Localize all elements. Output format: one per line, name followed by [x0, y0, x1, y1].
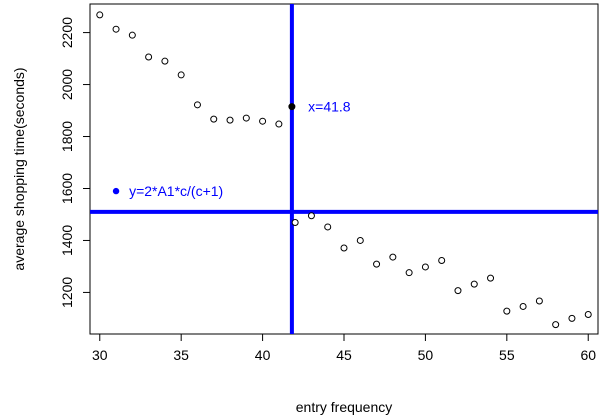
data-point — [324, 223, 332, 231]
plot-border — [89, 3, 599, 335]
data-point — [519, 302, 527, 310]
data-point — [128, 31, 136, 39]
data-point — [552, 321, 560, 329]
y-tick-label: 1800 — [59, 121, 75, 152]
data-point — [259, 117, 267, 125]
vline-label: x=41.8 — [308, 99, 351, 115]
data-point — [291, 219, 299, 227]
data-point — [210, 115, 218, 123]
x-tick-label: 60 — [580, 347, 596, 363]
data-point — [568, 314, 576, 322]
data-point — [405, 269, 413, 277]
x-tick-label: 40 — [255, 347, 271, 363]
y-tick-label: 1400 — [59, 225, 75, 256]
x-axis: 30 35 40 45 50 55 60 — [92, 334, 596, 363]
data-point — [226, 116, 234, 124]
x-tick-label: 35 — [173, 347, 189, 363]
y-tick-label: 1200 — [59, 277, 75, 308]
data-point — [307, 212, 315, 220]
y-tick-label: 2000 — [59, 69, 75, 100]
data-point — [356, 236, 364, 244]
data-point — [487, 274, 495, 282]
legend-text: y=2*A1*c/(c+1) — [129, 183, 223, 199]
data-point — [503, 307, 511, 315]
data-point — [161, 57, 169, 65]
data-point — [145, 53, 153, 61]
y-axis-title: average shopping time(seconds) — [11, 67, 27, 270]
x-tick-label: 45 — [336, 347, 352, 363]
y-tick-label: 2200 — [59, 17, 75, 48]
plot-frame — [89, 3, 599, 335]
data-point — [421, 263, 429, 271]
data-points — [96, 11, 592, 329]
x-tick-label: 50 — [418, 347, 434, 363]
data-point — [340, 244, 348, 252]
data-point — [275, 120, 283, 128]
y-axis: 1200 1400 1600 1800 2000 2200 — [59, 17, 90, 308]
y-tick-label: 1600 — [59, 173, 75, 204]
data-point — [438, 256, 446, 264]
data-point — [389, 253, 397, 261]
data-point — [112, 25, 120, 33]
reference-lines — [90, 4, 598, 334]
data-point — [242, 114, 250, 122]
data-point — [96, 11, 104, 19]
data-point — [193, 101, 201, 109]
data-point — [373, 260, 381, 268]
x-axis-title: entry frequency — [296, 399, 393, 415]
x-tick-label: 30 — [92, 347, 108, 363]
data-point — [535, 297, 543, 305]
data-point — [470, 280, 478, 288]
x-tick-label: 55 — [499, 347, 515, 363]
highlight-point — [288, 103, 296, 111]
legend-point — [112, 187, 120, 195]
data-point — [454, 287, 462, 295]
data-point — [177, 71, 185, 79]
data-point — [584, 311, 592, 319]
annotations: x=41.8 y=2*A1*c/(c+1) — [112, 99, 351, 199]
